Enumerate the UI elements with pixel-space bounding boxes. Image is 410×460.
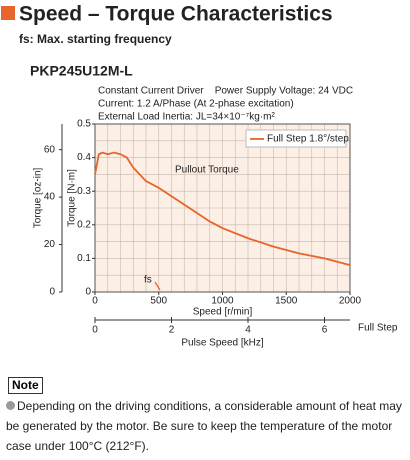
legend-box xyxy=(245,129,347,148)
condition: Current: 1.2 A/Phase (At 2-phase excitat… xyxy=(98,99,294,110)
y2-axis-label: Torque [oz-in] xyxy=(33,167,44,228)
title-icon xyxy=(1,6,15,20)
page-title: Speed – Torque Characteristics xyxy=(19,3,333,26)
y-tick-label: 0.5 xyxy=(77,119,91,130)
x2-axis-label: Pulse Speed [kHz] xyxy=(181,338,263,349)
x-tick-label: 500 xyxy=(150,296,167,307)
y2-tick-label: 40 xyxy=(44,192,56,203)
condition: Constant Current Driver Power Supply Vol… xyxy=(98,86,353,97)
note-heading: Note xyxy=(8,377,43,394)
y-tick-label: 0.1 xyxy=(77,253,91,264)
x2-tick-label: 2 xyxy=(169,325,175,336)
note: Depending on the driving conditions, a c… xyxy=(6,396,404,456)
fs-pointer xyxy=(154,281,161,291)
y2-tick-label: 60 xyxy=(44,144,56,155)
x-tick-label: 1500 xyxy=(275,296,298,307)
x-tick-label: 2000 xyxy=(339,296,362,307)
y-tick-label: 0.3 xyxy=(77,186,91,197)
x2-tick-label: 6 xyxy=(322,325,328,336)
torque-curve xyxy=(94,151,351,266)
x-tick-label: 1000 xyxy=(211,296,234,307)
annotation: Pullout Torque xyxy=(175,165,239,176)
subtitle: fs: Max. starting frequency xyxy=(19,32,172,46)
chart: Speed – Torque Characteristics fs: Max. … xyxy=(1,3,398,349)
y-tick-label: 0.2 xyxy=(77,219,91,230)
y-tick-label: 0 xyxy=(85,287,91,298)
note-text: Depending on the driving conditions, a c… xyxy=(6,399,402,453)
x2-tick-label: 0 xyxy=(92,325,98,336)
condition: External Load Inertia: JL=34×10⁻⁷kg·m² xyxy=(98,112,275,123)
annotation: fs xyxy=(144,275,152,286)
y2-tick-label: 20 xyxy=(44,239,56,250)
y-axis-label: Torque [N·m] xyxy=(67,169,78,227)
y2-tick-label: 0 xyxy=(49,287,55,298)
y-tick-label: 0.4 xyxy=(77,152,91,163)
legend-label: Full Step 1.8°/step xyxy=(267,134,349,145)
x-axis-label: Speed [r/min] xyxy=(193,307,253,318)
chart-title: PKP245U12M-L xyxy=(30,63,133,79)
x-tick-label: 0 xyxy=(92,296,98,307)
x2-tick-label: 4 xyxy=(245,325,251,336)
x2-unit: Full Step xyxy=(358,323,398,334)
bullet xyxy=(6,401,15,410)
